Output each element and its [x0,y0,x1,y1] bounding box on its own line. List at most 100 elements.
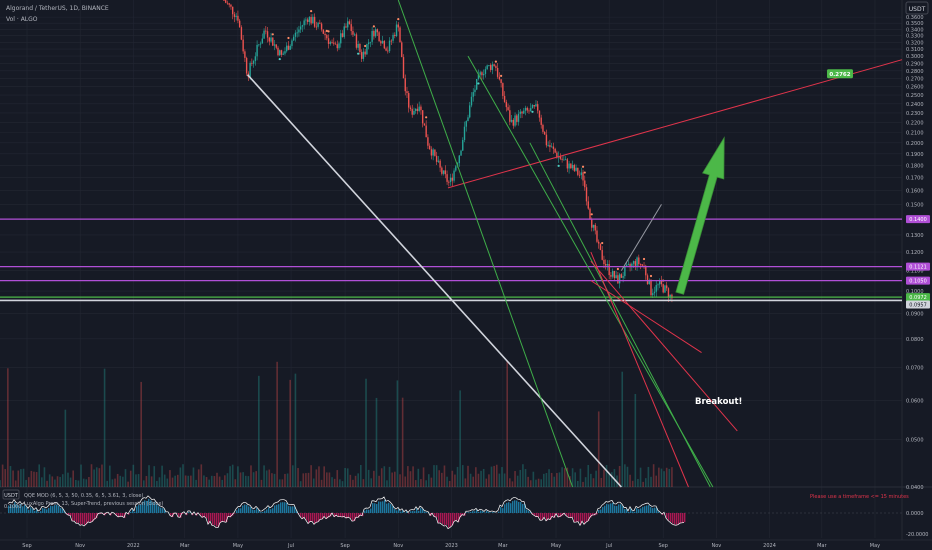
volume-bar [20,469,22,487]
trendline-red-steep[interactable] [590,251,689,488]
volume-bar [122,476,124,487]
candle-body [601,250,603,260]
candle-body [399,27,401,43]
volume-bar [106,480,108,487]
trendline-red-lower-1[interactable] [590,260,738,432]
breakout-arrow[interactable] [675,136,725,295]
volume-bar [255,471,258,487]
candle-body [547,145,549,146]
volume-bar [613,469,616,487]
candle-body [228,3,230,5]
oscillator-bar [488,511,490,513]
candle-body [503,95,506,102]
oscillator-bar [444,513,446,526]
currency-badge[interactable]: USDT [905,1,929,15]
candle-body [655,285,657,292]
oscillator-line [7,495,685,530]
signal-dot [557,164,560,167]
oscillator-bar [476,509,478,513]
candle-body [341,33,344,37]
y-tick-label: 0.3100 [906,47,924,53]
oscillator-axis-label: 0.1000 [4,504,22,510]
oscillator-bar [118,513,120,518]
oscillator-currency-badge[interactable]: USDT [2,489,20,500]
trendlines[interactable] [246,0,903,488]
candle-body [509,110,511,122]
candle-body [352,31,354,35]
candle-body [359,43,361,53]
target-label-bg [826,69,853,79]
trendline-green-long[interactable] [397,0,574,488]
level-label: 0.1121 [909,265,927,271]
candle-body [486,65,488,70]
volume-bar [404,476,407,487]
breakout-annotation[interactable]: Breakout! [695,397,742,407]
trendline-red-lower-2[interactable] [590,280,702,353]
candle-body [415,108,417,111]
candle-body [312,16,314,24]
oscillator-bar [282,502,284,513]
oscillator-bar [486,510,488,513]
candle-body [528,110,530,112]
volume-bar [237,466,239,487]
oscillator-bar [208,513,210,524]
oscillator-bar [170,513,172,517]
breakout-arrow-shape[interactable] [675,136,725,295]
signal-dot [642,257,646,261]
candle-body [589,208,591,220]
oscillator-bar [82,513,84,525]
volume-bar [218,476,221,487]
volume-bar [190,475,192,487]
oscillator-bar [16,504,18,513]
volume-bar [226,473,229,487]
oscillator-pane: 0.1000 0.0000 -20.0000 [0,495,928,538]
volume-bar [532,471,535,487]
oscillator-bar [600,509,602,513]
volume-bar [224,475,226,487]
volume-bar [315,469,318,487]
volume-bar [35,472,38,487]
candle-body [625,264,628,267]
candle-body [252,60,255,64]
level-label-bg [906,215,930,224]
trendline-green-channel-2[interactable] [529,142,711,488]
oscillator-bar [54,505,56,513]
oscillator-bar [528,510,530,513]
candle-body [659,279,661,285]
trendline-white-diagonal[interactable] [246,74,622,488]
volume-bar [93,469,95,487]
volume-bar [433,465,435,487]
oscillator-bar [318,513,320,522]
candle-body [261,38,264,44]
time-axis[interactable]: Sep Nov 2022 Mar May Jul Sep Nov 2023 Mar May Jul Se… [22,543,880,549]
oscillator-bar [534,513,536,516]
oscillator-bar [326,513,328,519]
candle-body [298,29,300,33]
candle-body [353,34,356,36]
oscillator-bar [648,505,650,513]
volume-bar [660,468,663,487]
trendline-red-rising[interactable] [447,59,903,189]
candle-body [266,31,269,38]
x-tick-label: 2022 [127,543,140,549]
oscillator-bar [432,513,434,515]
volume-bar [205,477,208,487]
candle-body [381,40,384,44]
candle-body [263,30,265,39]
oscillator-bar [136,506,138,513]
volume-bar [509,478,511,487]
volume-bar [650,476,652,487]
trendline-gray-small[interactable] [620,204,662,271]
volume-bar [346,468,349,487]
oscillator-bar [206,513,208,519]
candle-body [596,230,598,242]
oscillator-bar [560,513,562,517]
oscillator-bar [654,507,656,513]
oscillator-bar [28,509,30,513]
horizontal-levels[interactable] [0,218,902,302]
oscillator-bar [484,512,486,513]
x-tick-label: May [870,543,880,549]
level-label: 0.0972 [909,295,927,301]
candle-body [418,106,420,112]
